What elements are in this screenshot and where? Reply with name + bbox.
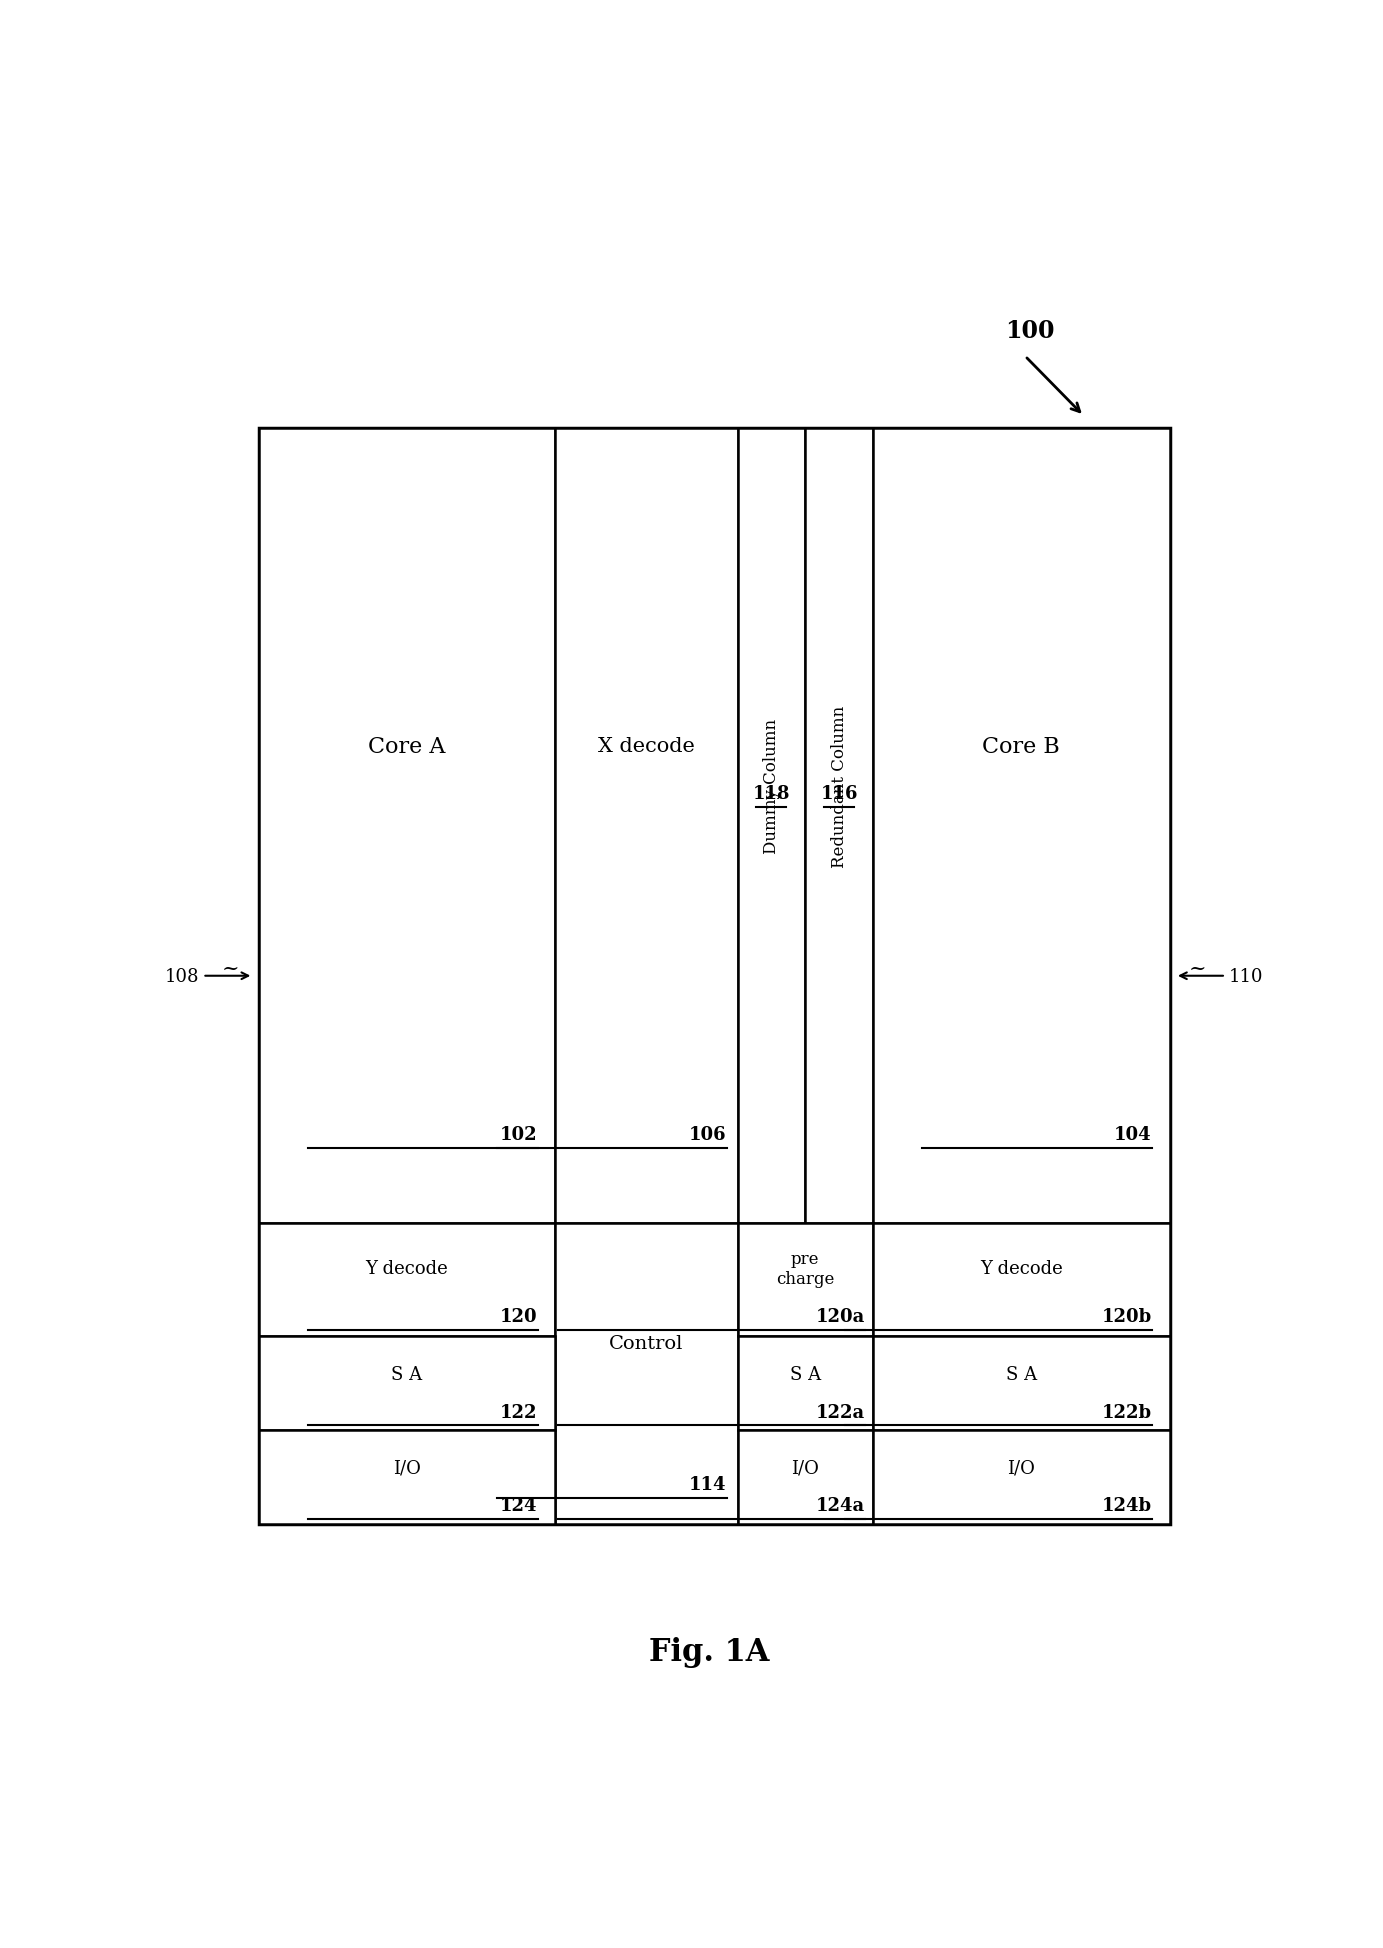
Text: 118: 118 [752, 785, 790, 803]
Bar [259, 1223, 556, 1336]
Bar [873, 1223, 1170, 1336]
Text: 122b: 122b [1102, 1403, 1152, 1420]
Text: Dummy Column: Dummy Column [763, 719, 780, 853]
Bar [805, 429, 873, 1223]
Text: 106: 106 [689, 1126, 726, 1143]
Text: 122: 122 [501, 1403, 538, 1420]
Bar [259, 1336, 556, 1430]
Text: 124a: 124a [816, 1496, 864, 1514]
Bar [737, 1430, 873, 1523]
Text: 104: 104 [1115, 1126, 1152, 1143]
Text: Core B: Core B [982, 736, 1061, 758]
Text: Y decode: Y decode [365, 1260, 448, 1278]
Text: 120: 120 [499, 1307, 538, 1325]
Bar [259, 1430, 556, 1523]
Bar [556, 1223, 737, 1523]
Text: 114: 114 [689, 1477, 726, 1494]
Text: Y decode: Y decode [981, 1260, 1062, 1278]
Text: 100: 100 [1005, 319, 1055, 343]
Text: 108: 108 [165, 968, 248, 986]
Text: I/O: I/O [791, 1459, 819, 1477]
Bar [259, 429, 556, 1223]
Text: I/O: I/O [1007, 1459, 1036, 1477]
Bar [737, 1223, 873, 1336]
Bar [873, 429, 1170, 1223]
Text: 116: 116 [820, 785, 857, 803]
Text: I/O: I/O [393, 1459, 420, 1477]
Text: 124: 124 [501, 1496, 538, 1514]
Text: Fig. 1A: Fig. 1A [649, 1636, 769, 1667]
Text: ~: ~ [221, 958, 239, 978]
Text: S A: S A [391, 1366, 423, 1383]
Text: 122a: 122a [816, 1403, 864, 1420]
Text: 124b: 124b [1102, 1496, 1152, 1514]
Bar [737, 1336, 873, 1430]
Text: pre
charge: pre charge [776, 1251, 834, 1288]
Text: 120a: 120a [816, 1307, 864, 1325]
Text: Control: Control [610, 1334, 683, 1352]
Text: X decode: X decode [597, 736, 694, 756]
Text: S A: S A [1005, 1366, 1037, 1383]
Text: 102: 102 [499, 1126, 538, 1143]
Bar [556, 429, 737, 1223]
Bar [873, 1430, 1170, 1523]
Text: S A: S A [790, 1366, 822, 1383]
Text: Redundant Column: Redundant Column [831, 705, 848, 867]
Bar [873, 1336, 1170, 1430]
Text: 110: 110 [1180, 968, 1263, 986]
Bar [737, 429, 805, 1223]
Bar [259, 429, 1170, 1523]
Text: 120b: 120b [1102, 1307, 1152, 1325]
Text: Core A: Core A [368, 736, 445, 758]
Text: ~: ~ [1189, 958, 1206, 978]
